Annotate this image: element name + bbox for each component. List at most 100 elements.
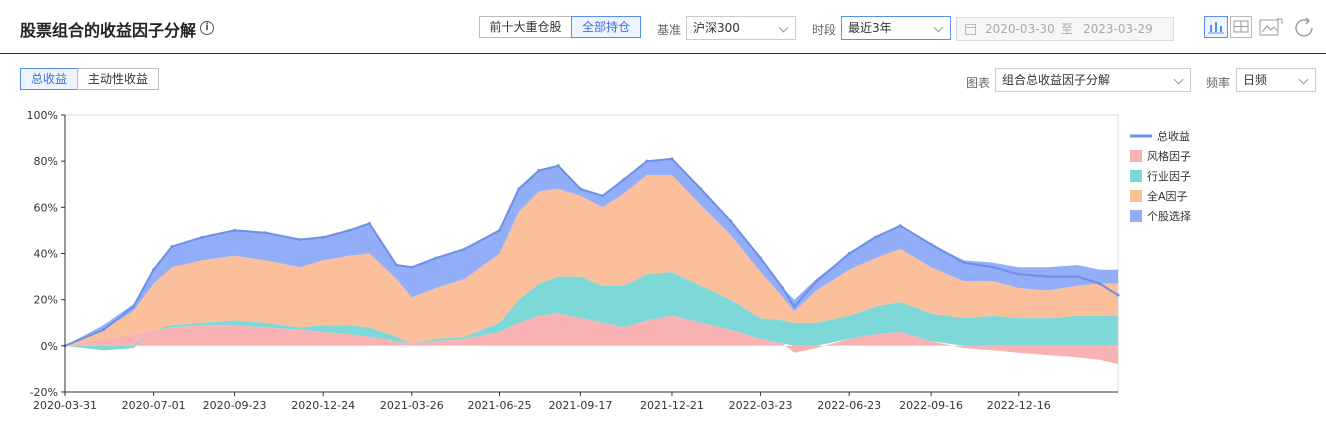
grid-icon[interactable] [1230, 16, 1252, 38]
page-header: 股票组合的收益因子分解 i 前十大重仓股 全部持仓 基准 沪深300 时段 最近… [0, 0, 1326, 54]
legend-label: 行业因子 [1147, 170, 1191, 183]
tab-all-holdings[interactable]: 全部持仓 [571, 16, 641, 38]
total-return-point [1046, 275, 1050, 279]
area-风格因子 [65, 313, 1118, 365]
total-return-point [898, 224, 902, 228]
total-return-point [410, 265, 414, 269]
y-tick-label: 80% [34, 155, 58, 168]
y-tick-label: -20% [30, 386, 58, 399]
total-return-point [601, 194, 605, 198]
x-tick-label: 2022-03-23 [729, 399, 793, 412]
total-return-point [622, 178, 626, 182]
frequency-label: 频率 [1206, 76, 1231, 90]
total-return-point [200, 235, 204, 239]
legend-swatch [1130, 210, 1142, 222]
total-return-line [64, 157, 1119, 347]
total-return-point [578, 187, 582, 191]
x-tick-label: 2022-06-23 [817, 399, 881, 412]
x-tick-label: 2021-06-25 [468, 399, 532, 412]
total-return-point [1098, 282, 1102, 286]
total-return-point [814, 279, 818, 283]
x-tick-label: 2022-09-16 [899, 399, 963, 412]
chevron-down-icon [1173, 74, 1184, 85]
tab-top-ten-holdings[interactable]: 前十大重仓股 [479, 16, 572, 38]
total-return-point [537, 168, 541, 172]
total-return-point [497, 228, 501, 232]
total-return-point [102, 328, 106, 332]
total-return-point [759, 256, 763, 260]
x-tick-label: 2021-09-17 [548, 399, 612, 412]
y-tick-label: 40% [34, 248, 58, 261]
total-return-point [463, 247, 467, 251]
x-tick-label: 2021-12-21 [640, 399, 704, 412]
benchmark-select[interactable]: 沪深300 [686, 16, 796, 40]
y-tick-label: 20% [34, 294, 58, 307]
total-return-point [729, 219, 733, 223]
benchmark-label: 基准 [657, 23, 682, 37]
legend-label: 个股选择 [1147, 209, 1191, 223]
frequency-select[interactable]: 日频 [1236, 68, 1316, 92]
info-icon[interactable]: i [200, 21, 214, 35]
x-tick-label: 2020-03-31 [33, 399, 97, 412]
legend-swatch [1130, 190, 1142, 202]
total-return-point [233, 228, 237, 232]
total-return-point [645, 159, 649, 163]
total-return-point [434, 256, 438, 260]
total-return-point [992, 265, 996, 269]
chart-type-label: 图表 [966, 76, 991, 90]
tab-active-return[interactable]: 主动性收益 [77, 68, 159, 90]
period-select[interactable]: 最近3年 [841, 16, 951, 40]
total-return-point [962, 261, 966, 265]
period-label: 时段 [812, 23, 837, 37]
total-return-point [1017, 272, 1021, 276]
total-return-point [556, 164, 560, 168]
chevron-down-icon [778, 22, 789, 33]
date-from: 2020-03-30 [985, 22, 1055, 36]
total-return-point [1116, 293, 1120, 297]
chevron-down-icon [1298, 74, 1309, 85]
calendar-icon [965, 24, 976, 35]
total-return-point [847, 252, 851, 255]
benchmark-value: 沪深300 [693, 21, 740, 35]
period-value: 最近3年 [848, 21, 892, 35]
date-range-input[interactable]: 2020-03-30 至 2023-03-29 [956, 17, 1174, 41]
total-return-point [1076, 275, 1080, 279]
x-tick-label: 2020-07-01 [122, 399, 186, 412]
legend-swatch [1130, 150, 1142, 162]
y-tick-label: 60% [34, 201, 58, 214]
area-行业因子 [65, 272, 1118, 351]
total-return-point [170, 245, 174, 249]
total-return-point [670, 157, 674, 161]
total-return-point [699, 187, 703, 191]
y-tick-label: 0% [41, 340, 58, 353]
x-tick-label: 2020-09-23 [203, 399, 267, 412]
total-return-point [792, 305, 796, 309]
legend-swatch [1130, 170, 1142, 182]
refresh-icon[interactable] [1292, 16, 1316, 38]
total-return-point [517, 187, 521, 191]
legend-label: 全A因子 [1147, 189, 1188, 203]
total-return-point [394, 263, 398, 267]
x-tick-label: 2021-03-26 [380, 399, 444, 412]
total-return-point [131, 305, 135, 309]
page-title: 股票组合的收益因子分解 [20, 21, 197, 40]
y-tick-label: 100% [27, 109, 58, 122]
legend-label: 总收益 [1157, 129, 1190, 143]
chart-type-select[interactable]: 组合总收益因子分解 [995, 68, 1191, 92]
x-tick-label: 2020-12-24 [291, 399, 355, 412]
image-export-icon[interactable] [1258, 16, 1284, 38]
chart-type-value: 组合总收益因子分解 [1002, 73, 1111, 87]
tab-total-return[interactable]: 总收益 [20, 68, 78, 90]
area-全A因子 [65, 175, 1118, 346]
date-separator: 至 [1061, 22, 1074, 36]
total-return-point [263, 231, 267, 235]
area-个股选择 [65, 158, 1118, 346]
total-return-point [347, 228, 351, 232]
legend-label: 风格因子 [1147, 149, 1191, 163]
total-return-point [781, 286, 785, 290]
frequency-value: 日频 [1243, 73, 1268, 87]
total-return-point [367, 221, 371, 225]
x-tick-label: 2022-12-16 [987, 399, 1051, 412]
bar-chart-icon[interactable] [1204, 16, 1228, 38]
total-return-point [873, 235, 877, 239]
